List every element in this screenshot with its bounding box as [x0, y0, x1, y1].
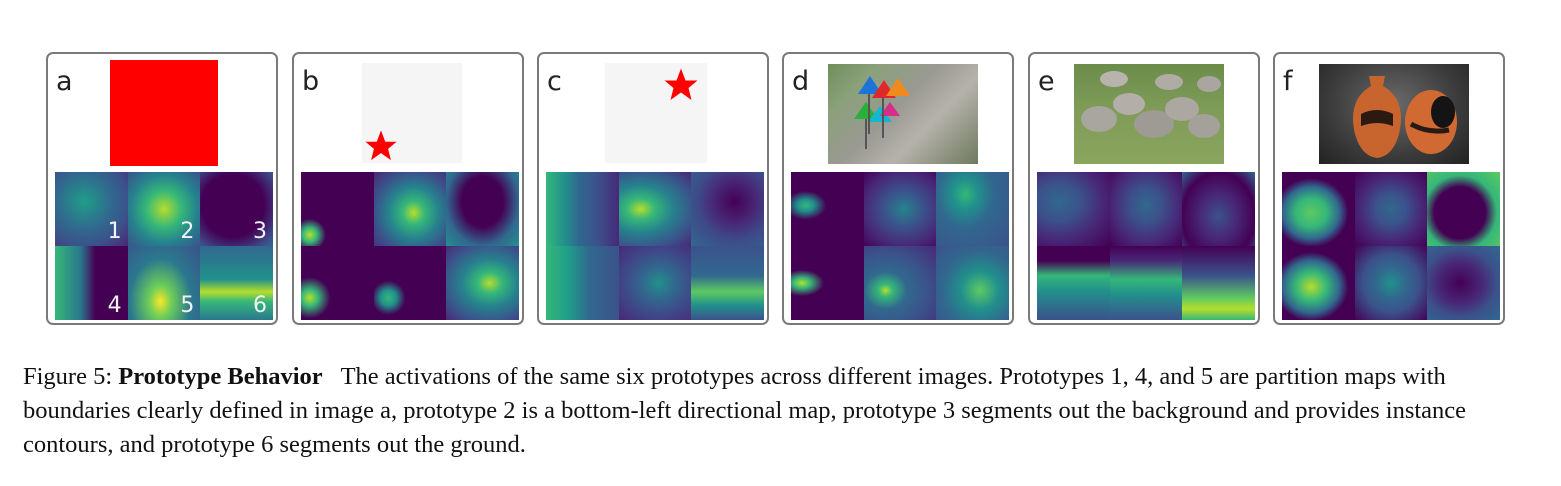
activation-map — [546, 172, 619, 246]
activation-grid — [301, 172, 519, 320]
caption-text: The activations of the same six prototyp… — [23, 363, 1467, 458]
figure-caption: Figure 5: Prototype Behavior The activat… — [23, 360, 1538, 462]
activation-map — [791, 172, 864, 246]
prototype-number: 3 — [252, 219, 267, 244]
activation-map: 5 — [127, 246, 201, 320]
activation-map — [691, 246, 764, 320]
activation-map — [1109, 246, 1183, 320]
activation-map — [1354, 246, 1428, 320]
activation-map: 4 — [55, 246, 128, 320]
activation-map — [936, 172, 1009, 246]
activation-map — [1109, 172, 1183, 246]
activation-grid — [791, 172, 1009, 320]
vases-photo — [1319, 64, 1469, 164]
panel-letter: d — [792, 66, 810, 97]
activation-map — [863, 246, 937, 320]
panel-b: b — [292, 52, 524, 325]
activation-map: 6 — [200, 246, 273, 320]
umbrellas-photo — [828, 64, 978, 164]
sheep-figures-icon — [1081, 71, 1221, 138]
vase-figures-icon — [1353, 76, 1457, 158]
red-square-image — [110, 60, 218, 166]
panel-letter: e — [1038, 66, 1055, 97]
activation-map: 2 — [127, 172, 201, 246]
star-image — [362, 63, 462, 163]
caption-label: Figure 5: — [23, 363, 113, 390]
activation-map — [863, 172, 937, 246]
sheep-photo — [1074, 64, 1224, 164]
activation-map — [1354, 172, 1428, 246]
red-star-icon — [365, 130, 397, 161]
activation-map — [618, 172, 692, 246]
activation-map — [1037, 246, 1110, 320]
panel-letter: f — [1283, 66, 1293, 97]
activation-grid: 1 2 3 4 5 6 — [55, 172, 273, 320]
umbrella-figures-icon — [854, 76, 910, 149]
activation-map — [373, 172, 447, 246]
activation-map: 1 — [55, 172, 128, 246]
prototype-number: 2 — [180, 219, 195, 244]
panel-letter: c — [547, 66, 562, 97]
figure-5: a 1 2 3 4 5 6 b — [46, 52, 1505, 325]
star-image — [605, 63, 707, 163]
panel-letter: b — [302, 66, 320, 97]
activation-map — [791, 246, 864, 320]
prototype-number: 6 — [252, 293, 267, 318]
activation-map — [301, 246, 374, 320]
panel-e: e — [1028, 52, 1260, 325]
prototype-number: 4 — [107, 293, 122, 318]
activation-map — [1282, 172, 1355, 246]
activation-map: 3 — [200, 172, 273, 246]
activation-grid — [1282, 172, 1500, 320]
prototype-number: 5 — [180, 293, 195, 318]
activation-map — [446, 172, 519, 246]
activation-map — [1282, 246, 1355, 320]
activation-map — [1182, 172, 1255, 246]
activation-map — [1182, 246, 1255, 320]
caption-title: Prototype Behavior — [118, 363, 323, 390]
activation-map — [1037, 172, 1110, 246]
panel-letter: a — [56, 66, 73, 97]
activation-map — [446, 246, 519, 320]
prototype-number: 1 — [107, 219, 122, 244]
activation-map — [618, 246, 692, 320]
panel-c: c — [537, 52, 769, 325]
red-star-icon — [664, 68, 698, 100]
activation-map — [1427, 246, 1500, 320]
activation-grid — [1037, 172, 1255, 320]
panel-d: d — [782, 52, 1014, 325]
panel-f: f — [1273, 52, 1505, 325]
activation-map — [373, 246, 447, 320]
activation-grid — [546, 172, 764, 320]
activation-map — [546, 246, 619, 320]
activation-map — [301, 172, 374, 246]
activation-map — [691, 172, 764, 246]
activation-map — [1427, 172, 1500, 246]
activation-map — [936, 246, 1009, 320]
panel-a: a 1 2 3 4 5 6 — [46, 52, 278, 325]
